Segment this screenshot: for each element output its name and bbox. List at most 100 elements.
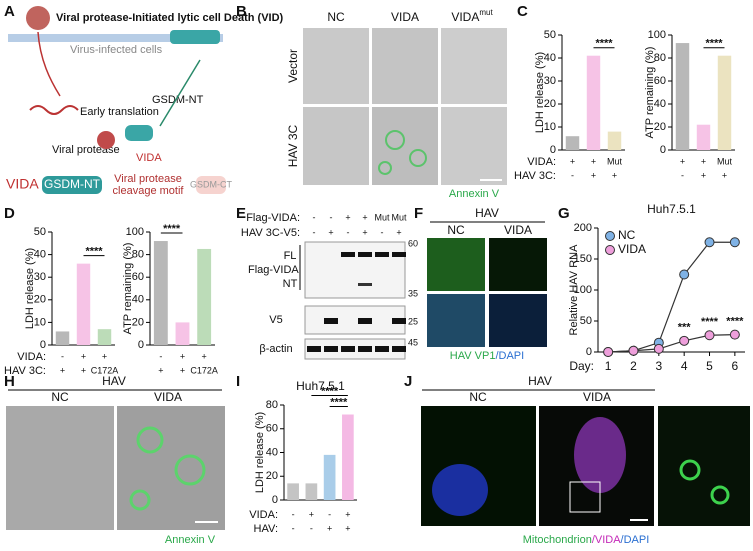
condition-value: C172A — [190, 365, 218, 375]
condition-value: - — [61, 351, 64, 361]
bar — [586, 55, 601, 151]
inset-box — [569, 481, 601, 513]
y-tick-label: 60 — [132, 271, 144, 283]
construct-vida: VIDA — [6, 176, 39, 192]
legend-label: VIDA — [618, 242, 646, 256]
micrograph — [441, 107, 507, 185]
condition-value: Mut — [607, 156, 623, 166]
condition-value: + — [701, 156, 706, 166]
panel-label: E — [236, 205, 246, 222]
y-tick-label: 0 — [138, 339, 144, 351]
y-tick-label: 100 — [126, 226, 144, 238]
x-tick-label: 5 — [706, 359, 713, 373]
cell-stain — [129, 489, 151, 511]
condition-value: + — [345, 212, 350, 222]
panel-label: H — [4, 373, 15, 390]
condition-label: HAV 3C: — [514, 170, 556, 182]
condition-value: + — [180, 351, 185, 361]
construct-box — [42, 176, 102, 194]
column-label: VIDA — [154, 390, 182, 404]
blot-label: Flag-VIDA — [248, 264, 299, 276]
panel-label: G — [558, 205, 570, 222]
condition-value: + — [570, 156, 575, 166]
micrograph — [658, 406, 750, 526]
panel-title: HAV — [102, 374, 126, 388]
band — [341, 346, 355, 352]
condition-value: C172A — [91, 365, 119, 375]
bar — [323, 454, 336, 500]
y-tick-label: 50 — [34, 226, 46, 238]
condition-value: - — [310, 523, 313, 533]
y-tick-label: 10 — [34, 316, 46, 328]
marker: 25 — [408, 316, 418, 326]
marker: 45 — [408, 337, 418, 347]
condition-value: + — [309, 509, 314, 519]
condition-value: - — [159, 351, 162, 361]
panel-label: B — [236, 3, 247, 20]
column-label: VIDAmut — [451, 8, 493, 24]
y-tick-label: 0 — [660, 144, 666, 156]
micrograph — [427, 294, 485, 347]
protease-icon — [97, 131, 115, 149]
panel-a-title: Viral protease-Initiated lytic cell Deat… — [56, 12, 284, 24]
condition-value: + — [362, 212, 367, 222]
x-tick-label: 2 — [630, 359, 637, 373]
panel-label: D — [4, 205, 15, 222]
arrow — [37, 31, 61, 97]
condition-value: - — [292, 509, 295, 519]
stain-label: /DAPI — [495, 350, 524, 362]
blot — [304, 241, 406, 299]
data-point — [704, 330, 715, 341]
panel-label: I — [236, 373, 240, 390]
chart-title: Huh7.5.1 — [647, 202, 696, 216]
band — [307, 346, 321, 352]
column-label: VIDA — [451, 10, 479, 24]
y-axis-label: LDH release (%) — [24, 248, 36, 329]
condition-value: + — [81, 351, 86, 361]
vida-icon — [125, 125, 153, 141]
membrane-label: Virus-infected cells — [70, 44, 163, 56]
bar — [287, 483, 299, 500]
condition-label: VIDA: — [527, 156, 556, 168]
column-label: NC — [51, 390, 69, 404]
stain-label: HAV VP1 — [450, 350, 496, 362]
band — [341, 252, 355, 257]
x-tick-label: 6 — [732, 359, 739, 373]
bar — [675, 43, 690, 150]
stain-label: Annexin V — [449, 188, 500, 200]
condition-value: - — [347, 227, 350, 237]
panel-title: HAV — [528, 374, 552, 388]
superscript: mut — [479, 8, 493, 17]
condition-value: + — [722, 170, 727, 180]
y-tick-label: 0 — [272, 494, 278, 506]
y-tick-label: 100 — [648, 29, 666, 41]
panel-label: J — [404, 373, 412, 390]
stain-label: Annexin V — [165, 534, 216, 546]
bar — [607, 131, 622, 150]
significance-label: **** — [321, 385, 339, 397]
micrograph — [489, 238, 547, 291]
condition-label: HAV 3C: — [4, 365, 46, 377]
micrograph — [372, 28, 438, 104]
row-label: Vector — [286, 49, 300, 83]
bar — [717, 55, 732, 151]
data-point — [729, 237, 740, 248]
bar — [153, 241, 168, 345]
y-axis-label: ATP remaining (%) — [122, 243, 134, 335]
rna — [29, 105, 79, 115]
condition-value: - — [330, 212, 333, 222]
condition-value: Mut — [391, 212, 407, 222]
y-tick-label: 200 — [574, 222, 592, 234]
virus-icon — [26, 6, 50, 30]
micrograph — [303, 28, 369, 104]
band — [358, 346, 372, 352]
band — [375, 346, 389, 352]
micrograph — [427, 238, 485, 291]
pore-icon — [170, 30, 220, 44]
y-tick-label: 60 — [654, 75, 666, 87]
data-point — [628, 345, 639, 356]
bar — [305, 483, 318, 500]
panel-h: HAV NC VIDA Annexin V — [6, 374, 225, 546]
condition-value: + — [202, 351, 207, 361]
